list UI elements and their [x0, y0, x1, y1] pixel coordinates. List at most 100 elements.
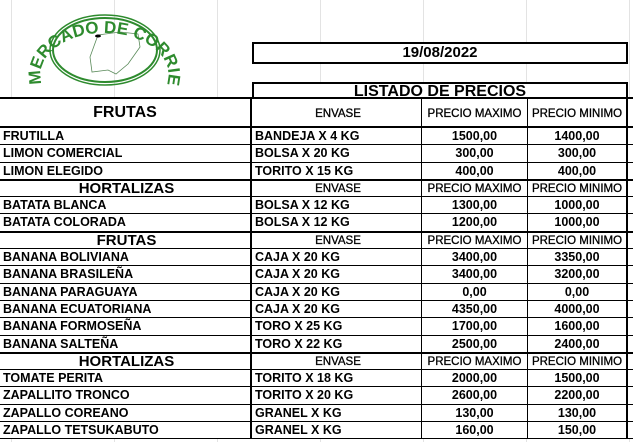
envase-cell[interactable]: GRANEL X KG — [252, 422, 422, 439]
precio-maximo-cell[interactable]: 300,00 — [422, 145, 528, 162]
precio-maximo-cell[interactable]: 0,00 — [422, 283, 528, 300]
producto-cell[interactable]: LIMON ELEGIDO — [0, 162, 252, 179]
table-row: BANANA PARAGUAYA CAJA X 20 KG 0,00 0,00 — [0, 283, 633, 301]
precio-maximo-cell[interactable]: 400,00 — [422, 162, 528, 179]
table-row: BANANA SALTEÑA TORO X 22 KG 2500,00 2400,00 — [0, 335, 633, 353]
envase-cell[interactable]: TORITO X 20 KG — [252, 387, 422, 404]
table-row: ZAPALLO COREANO GRANEL X KG 130,00 130,00 — [0, 404, 633, 423]
producto-cell[interactable]: BANANA PARAGUAYA — [0, 283, 252, 300]
precio-maximo-cell[interactable]: 2000,00 — [422, 370, 528, 387]
precio-minimo-cell[interactable]: 400,00 — [528, 162, 628, 179]
precio-maximo-cell[interactable]: 1700,00 — [422, 318, 528, 335]
table-row: BATATA BLANCA BOLSA X 12 KG 1300,00 1000,00 — [0, 197, 633, 215]
table-row: BANANA ECUATORIANA CAJA X 20 KG 4350,00 400… — [0, 300, 633, 319]
precio-maximo-cell[interactable]: 3400,00 — [422, 249, 528, 266]
precio-maximo-cell[interactable]: 2600,00 — [422, 387, 528, 404]
envase-cell[interactable]: TORITO X 18 KG — [252, 370, 422, 387]
precio-maximo-cell[interactable]: 160,00 — [422, 422, 528, 439]
precio-maximo-header[interactable]: PRECIO MAXIMO — [422, 353, 528, 370]
table-row: TOMATE PERITA TORITO X 18 KG 2000,00 1500,0… — [0, 370, 633, 388]
section-header: HORTALIZAS ENVASE PRECIO MAXIMO PRECIO MINI… — [0, 179, 633, 198]
precio-maximo-cell[interactable]: 1500,00 — [422, 128, 528, 145]
precio-minimo-cell[interactable]: 130,00 — [528, 404, 628, 422]
date-cell: 19/08/2022 — [252, 42, 628, 64]
precio-minimo-header[interactable]: PRECIO MINIMO — [528, 232, 628, 249]
producto-cell[interactable]: BATATA COLORADA — [0, 214, 252, 231]
table-row: BANANA BRASILEÑA CAJA X 20 KG 3400,00 3200,… — [0, 266, 633, 284]
producto-cell[interactable]: BANANA FORMOSEÑA — [0, 318, 252, 335]
producto-cell[interactable]: BANANA BRASILEÑA — [0, 266, 252, 283]
precio-minimo-cell[interactable]: 300,00 — [528, 145, 628, 162]
table-row: BATATA COLORADA BOLSA X 12 KG 1200,00 1000,… — [0, 214, 633, 232]
producto-cell[interactable]: BANANA ECUATORIANA — [0, 300, 252, 318]
envase-header[interactable]: ENVASE — [252, 99, 422, 126]
table-row: FRUTILLA BANDEJA X 4 KG 1500,00 1400,00 — [0, 128, 633, 146]
envase-cell[interactable]: CAJA X 20 KG — [252, 300, 422, 318]
producto-cell[interactable]: TOMATE PERITA — [0, 370, 252, 387]
section-title[interactable]: HORTALIZAS — [0, 180, 252, 197]
precio-maximo-header[interactable]: PRECIO MAXIMO — [422, 99, 528, 126]
precio-minimo-cell[interactable]: 0,00 — [528, 283, 628, 300]
envase-cell[interactable]: TORO X 25 KG — [252, 318, 422, 335]
precio-maximo-cell[interactable]: 1200,00 — [422, 214, 528, 231]
table-row: ZAPALLITO TRONCO TORITO X 20 KG 2600,00 220… — [0, 387, 633, 405]
producto-cell[interactable]: BANANA BOLIVIANA — [0, 249, 252, 266]
section-header: FRUTAS ENVASE PRECIO MAXIMO PRECIO MINIMO — [0, 97, 633, 128]
listado-title: LISTADO DE PRECIOS — [252, 82, 628, 100]
envase-cell[interactable]: TORO X 22 KG — [252, 335, 422, 352]
table-row: BANANA FORMOSEÑA TORO X 25 KG 1700,00 1600,… — [0, 318, 633, 336]
precio-minimo-cell[interactable]: 1000,00 — [528, 214, 628, 231]
envase-header[interactable]: ENVASE — [252, 353, 422, 370]
producto-cell[interactable]: BATATA BLANCA — [0, 197, 252, 214]
producto-cell[interactable]: ZAPALLITO TRONCO — [0, 387, 252, 404]
precio-maximo-header[interactable]: PRECIO MAXIMO — [422, 180, 528, 197]
corrientes-map-icon — [89, 31, 141, 75]
mercado-de-corrientes-logo: MERCADO DE CORRIENTES — [20, 2, 184, 87]
section-header: HORTALIZAS ENVASE PRECIO MAXIMO PRECIO MINI… — [0, 352, 633, 371]
envase-cell[interactable]: CAJA X 20 KG — [252, 266, 422, 283]
table-row: LIMON COMERCIAL BOLSA X 20 KG 300,00 300,00 — [0, 145, 633, 163]
envase-cell[interactable]: GRANEL X KG — [252, 404, 422, 422]
producto-cell[interactable]: BANANA SALTEÑA — [0, 335, 252, 352]
producto-cell[interactable]: LIMON COMERCIAL — [0, 145, 252, 162]
table-row: BANANA BOLIVIANA CAJA X 20 KG 3400,00 3350,… — [0, 249, 633, 267]
envase-cell[interactable]: TORITO X 15 KG — [252, 162, 422, 179]
precio-maximo-cell[interactable]: 1300,00 — [422, 197, 528, 214]
precio-minimo-cell[interactable]: 4000,00 — [528, 300, 628, 318]
envase-cell[interactable]: BOLSA X 12 KG — [252, 214, 422, 231]
precio-minimo-cell[interactable]: 2200,00 — [528, 387, 628, 404]
precio-maximo-cell[interactable]: 4350,00 — [422, 300, 528, 318]
precio-minimo-header[interactable]: PRECIO MINIMO — [528, 99, 628, 126]
table-row: ZAPALLO TETSUKABUTO GRANEL X KG 160,00 150,… — [0, 422, 633, 440]
precio-minimo-cell[interactable]: 1400,00 — [528, 128, 628, 145]
producto-cell[interactable]: FRUTILLA — [0, 128, 252, 145]
precio-minimo-cell[interactable]: 3200,00 — [528, 266, 628, 283]
envase-cell[interactable]: BOLSA X 12 KG — [252, 197, 422, 214]
precio-minimo-header[interactable]: PRECIO MINIMO — [528, 180, 628, 197]
envase-cell[interactable]: CAJA X 20 KG — [252, 249, 422, 266]
precio-minimo-cell[interactable]: 1500,00 — [528, 370, 628, 387]
section-title[interactable]: FRUTAS — [0, 99, 252, 126]
precio-maximo-cell[interactable]: 2500,00 — [422, 335, 528, 352]
precio-maximo-cell[interactable]: 3400,00 — [422, 266, 528, 283]
section-title[interactable]: HORTALIZAS — [0, 353, 252, 370]
envase-cell[interactable]: CAJA X 20 KG — [252, 283, 422, 300]
precio-minimo-cell[interactable]: 150,00 — [528, 422, 628, 439]
precio-minimo-cell[interactable]: 2400,00 — [528, 335, 628, 352]
precio-minimo-cell[interactable]: 3350,00 — [528, 249, 628, 266]
section-title[interactable]: FRUTAS — [0, 232, 252, 249]
precio-maximo-cell[interactable]: 130,00 — [422, 404, 528, 422]
envase-header[interactable]: ENVASE — [252, 232, 422, 249]
table-row: LIMON ELEGIDO TORITO X 15 KG 400,00 400,00 — [0, 162, 633, 180]
producto-cell[interactable]: ZAPALLO COREANO — [0, 404, 252, 422]
producto-cell[interactable]: ZAPALLO TETSUKABUTO — [0, 422, 252, 439]
envase-cell[interactable]: BOLSA X 20 KG — [252, 145, 422, 162]
precio-maximo-header[interactable]: PRECIO MAXIMO — [422, 232, 528, 249]
price-table: FRUTAS ENVASE PRECIO MAXIMO PRECIO MINIMO FR… — [0, 97, 633, 440]
precio-minimo-cell[interactable]: 1600,00 — [528, 318, 628, 335]
precio-minimo-cell[interactable]: 1000,00 — [528, 197, 628, 214]
envase-cell[interactable]: BANDEJA X 4 KG — [252, 128, 422, 145]
envase-header[interactable]: ENVASE — [252, 180, 422, 197]
precio-minimo-header[interactable]: PRECIO MINIMO — [528, 353, 628, 370]
section-header: FRUTAS ENVASE PRECIO MAXIMO PRECIO MINIMO — [0, 231, 633, 250]
